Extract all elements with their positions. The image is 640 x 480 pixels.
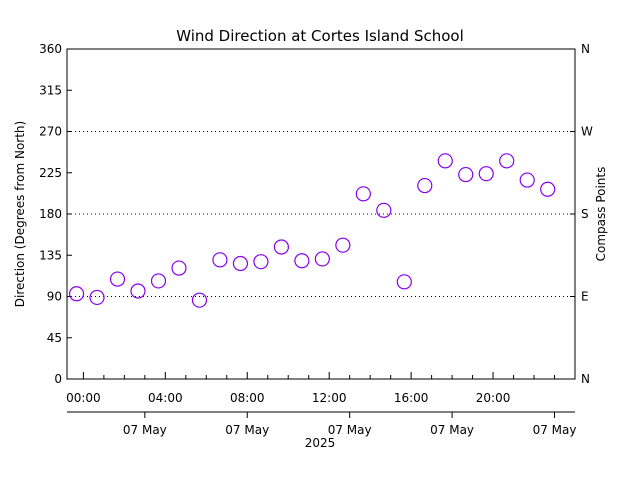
y-tick-label: 270	[39, 125, 62, 139]
year-label: 2025	[305, 436, 336, 450]
data-point	[232, 255, 249, 272]
right-tick-label: N	[581, 42, 590, 56]
data-points	[68, 153, 556, 308]
data-point	[417, 177, 433, 194]
y-axis-right: N E S W N	[570, 42, 593, 386]
y-tick-label: 45	[47, 331, 62, 345]
y-axis-left: 0 45 90 135 180 225 270 315 360	[39, 42, 72, 386]
data-point	[212, 252, 228, 268]
data-point	[294, 253, 310, 269]
y-tick-label: 180	[39, 207, 62, 221]
x-tick-label: 04:00	[148, 391, 183, 405]
data-point	[519, 172, 535, 188]
y-tick-label: 315	[39, 83, 62, 97]
data-point	[109, 271, 126, 287]
data-point	[376, 202, 392, 218]
right-axis-label: Compass Points	[594, 167, 608, 262]
y-tick-label: 135	[39, 248, 62, 262]
right-tick-label: N	[581, 372, 590, 386]
data-point	[499, 153, 515, 169]
x-tick-label: 12:00	[312, 391, 347, 405]
y-axis-label: Direction (Degrees from North)	[13, 121, 27, 307]
right-tick-label: E	[581, 290, 589, 304]
data-point	[540, 181, 556, 197]
y-tick-label: 225	[39, 166, 62, 180]
data-point	[191, 292, 208, 308]
y-tick-label: 0	[54, 372, 62, 386]
data-point	[458, 166, 474, 183]
y-tick-label: 90	[47, 290, 62, 304]
x-tick-label: 00:00	[66, 391, 101, 405]
x-axis-date: 07 May 07 May 07 May 07 May 07 May	[123, 412, 577, 437]
data-point	[89, 289, 105, 306]
right-tick-label: S	[581, 207, 589, 221]
date-tick-label: 07 May	[328, 423, 372, 437]
gridlines	[67, 131, 575, 297]
y-tick-label: 360	[39, 42, 62, 56]
data-point	[314, 251, 330, 267]
x-tick-label: 16:00	[394, 391, 429, 405]
data-point	[130, 283, 146, 299]
x-tick-label: 08:00	[230, 391, 265, 405]
data-point	[150, 273, 167, 289]
date-tick-label: 07 May	[533, 423, 577, 437]
data-point	[335, 237, 351, 253]
data-point	[396, 274, 412, 290]
data-point	[253, 254, 269, 270]
data-point	[437, 153, 453, 169]
data-point	[273, 239, 289, 255]
data-point	[355, 186, 371, 202]
date-tick-label: 07 May	[225, 423, 269, 437]
data-point	[478, 166, 494, 182]
date-tick-label: 07 May	[123, 423, 167, 437]
x-axis-time: 00:00 04:00 08:00 12:00 16:00 20:00	[66, 372, 556, 405]
x-tick-label: 20:00	[476, 391, 511, 405]
chart-title: Wind Direction at Cortes Island School	[176, 27, 464, 45]
right-tick-label: W	[581, 125, 593, 139]
data-point	[171, 260, 187, 276]
date-tick-label: 07 May	[430, 423, 474, 437]
data-point	[68, 286, 85, 302]
